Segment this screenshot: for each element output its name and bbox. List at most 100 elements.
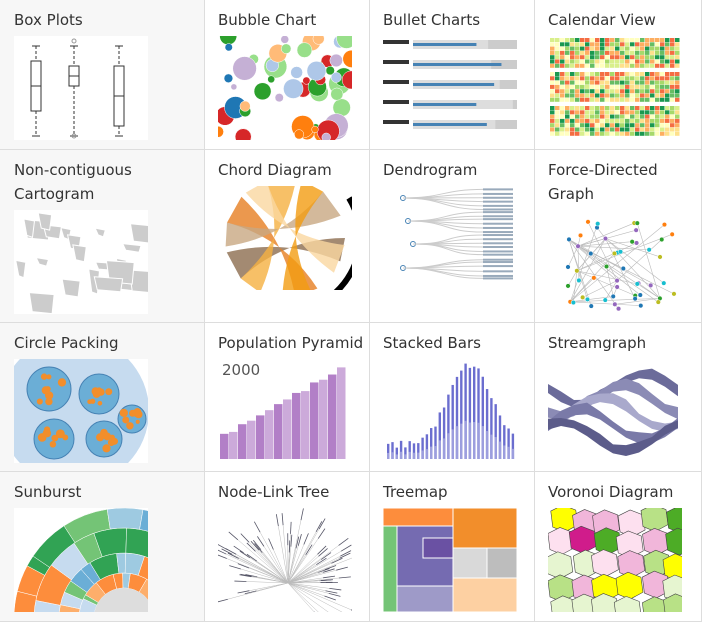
thumb-shape bbox=[675, 59, 680, 64]
gallery-tile[interactable]: Population Pyramid 2000 bbox=[205, 323, 370, 472]
thumb-shape bbox=[550, 42, 555, 47]
tile-title[interactable]: Voronoi Diagram bbox=[548, 483, 674, 501]
thumb-shape bbox=[634, 281, 640, 287]
tile-title[interactable]: Dendrogram bbox=[383, 161, 478, 179]
tile-title[interactable]: Sunburst bbox=[14, 483, 82, 501]
tile-title[interactable]: Box Plots bbox=[14, 11, 83, 29]
tile-title[interactable]: Treemap bbox=[383, 483, 448, 501]
gallery-tile[interactable]: Voronoi Diagram bbox=[535, 472, 702, 622]
thumb-shape bbox=[399, 440, 403, 459]
gallery-tile[interactable]: Bullet Charts bbox=[370, 0, 535, 150]
thumb-caption: 2000 bbox=[222, 361, 260, 379]
thumbnail[interactable] bbox=[383, 359, 517, 463]
thumb-shape bbox=[575, 97, 580, 102]
thumb-shape bbox=[610, 38, 615, 42]
thumb-shape bbox=[227, 582, 289, 600]
thumb-shape bbox=[576, 277, 582, 283]
thumb-shape bbox=[600, 55, 605, 60]
thumbnail[interactable]: 2000 bbox=[218, 359, 352, 463]
thumb-shape bbox=[616, 239, 662, 281]
gallery-tile[interactable]: Stacked Bars bbox=[370, 323, 535, 472]
gallery-tile[interactable]: Circle Packing bbox=[0, 323, 205, 472]
thumb-shape bbox=[287, 582, 326, 591]
tile-title[interactable]: Calendar View bbox=[548, 11, 656, 29]
thumb-shape bbox=[87, 399, 92, 405]
tile-title[interactable]: Non-contiguous Cartogram bbox=[14, 161, 132, 203]
thumb-shape bbox=[565, 264, 571, 270]
thumb-shape bbox=[460, 423, 463, 459]
thumb-shape bbox=[35, 257, 50, 267]
thumbnail[interactable] bbox=[14, 210, 148, 314]
thumb-shape bbox=[670, 80, 675, 85]
thumb-shape bbox=[650, 110, 655, 115]
thumb-shape bbox=[560, 93, 565, 98]
thumbnail[interactable] bbox=[14, 508, 148, 612]
gallery-tile[interactable]: Treemap bbox=[370, 472, 535, 622]
thumbnail[interactable] bbox=[383, 186, 517, 290]
thumb-shape bbox=[580, 118, 585, 123]
thumb-shape bbox=[442, 438, 446, 459]
thumbnail[interactable] bbox=[218, 36, 352, 140]
gallery-tile[interactable]: Chord Diagram bbox=[205, 150, 370, 323]
gallery-tile[interactable]: Bubble Chart bbox=[205, 0, 370, 150]
thumbnail[interactable] bbox=[383, 36, 517, 140]
tile-title[interactable]: Bubble Chart bbox=[218, 11, 317, 29]
thumb-shape bbox=[580, 294, 586, 300]
thumb-shape bbox=[620, 59, 625, 64]
thumb-shape bbox=[605, 131, 610, 136]
tile-title[interactable]: Stacked Bars bbox=[383, 334, 481, 352]
thumb-shape bbox=[630, 118, 635, 123]
thumb-shape bbox=[507, 428, 510, 459]
gallery-tile[interactable]: Streamgraph bbox=[535, 323, 702, 472]
thumb-shape bbox=[240, 533, 250, 543]
tile-title[interactable]: Chord Diagram bbox=[218, 161, 332, 179]
tile-title[interactable]: Population Pyramid bbox=[218, 334, 364, 352]
thumbnail[interactable] bbox=[14, 359, 148, 463]
gallery-tile[interactable]: Box Plots bbox=[0, 0, 205, 150]
thumbnail[interactable] bbox=[548, 36, 682, 140]
gallery-tile[interactable]: Calendar View bbox=[535, 0, 702, 150]
thumb-shape bbox=[585, 118, 590, 123]
thumb-shape bbox=[660, 59, 665, 64]
tile-title[interactable]: Node-Link Tree bbox=[218, 483, 330, 501]
gallery-tile[interactable]: Sunburst bbox=[0, 472, 205, 622]
thumbnail[interactable] bbox=[218, 508, 352, 612]
thumb-shape bbox=[338, 538, 349, 546]
thumbnail[interactable] bbox=[548, 508, 682, 612]
thumb-shape bbox=[614, 284, 620, 290]
tile-title[interactable]: Force-Directed Graph bbox=[548, 161, 658, 203]
thumb-shape bbox=[675, 131, 680, 136]
thumb-shape bbox=[228, 531, 239, 541]
thumb-shape bbox=[670, 50, 675, 55]
thumb-shape bbox=[650, 123, 655, 128]
thumb-shape bbox=[620, 114, 625, 119]
thumb-shape bbox=[287, 582, 343, 612]
thumb-shape bbox=[330, 87, 344, 101]
thumb-shape bbox=[637, 223, 661, 299]
thumb-shape bbox=[239, 550, 251, 559]
thumbnail[interactable] bbox=[548, 210, 682, 314]
thumb-shape bbox=[560, 76, 565, 81]
tile-title[interactable]: Circle Packing bbox=[14, 334, 119, 352]
tile-title[interactable]: Streamgraph bbox=[548, 334, 647, 352]
thumbnail[interactable] bbox=[383, 508, 517, 612]
thumb-shape bbox=[96, 433, 105, 442]
thumb-shape bbox=[675, 106, 680, 110]
gallery-tile[interactable]: Dendrogram bbox=[370, 150, 535, 323]
thumbnail[interactable] bbox=[218, 186, 352, 290]
gallery-tile[interactable]: Non-contiguous Cartogram bbox=[0, 150, 205, 323]
thumb-shape bbox=[565, 38, 570, 42]
thumb-shape bbox=[675, 55, 680, 60]
thumbnail[interactable] bbox=[548, 359, 682, 463]
tile-title[interactable]: Bullet Charts bbox=[383, 11, 481, 29]
thumb-shape bbox=[610, 50, 615, 55]
thumb-shape bbox=[588, 303, 594, 309]
thumb-shape bbox=[625, 55, 630, 60]
thumb-shape bbox=[625, 63, 630, 68]
thumbnail[interactable] bbox=[14, 36, 148, 140]
gallery-tile[interactable]: Node-Link Tree bbox=[205, 472, 370, 622]
gallery-tile[interactable]: Force-Directed Graph bbox=[535, 150, 702, 323]
thumb-shape bbox=[238, 424, 247, 459]
thumb-shape bbox=[650, 38, 655, 42]
thumb-shape bbox=[260, 549, 289, 584]
